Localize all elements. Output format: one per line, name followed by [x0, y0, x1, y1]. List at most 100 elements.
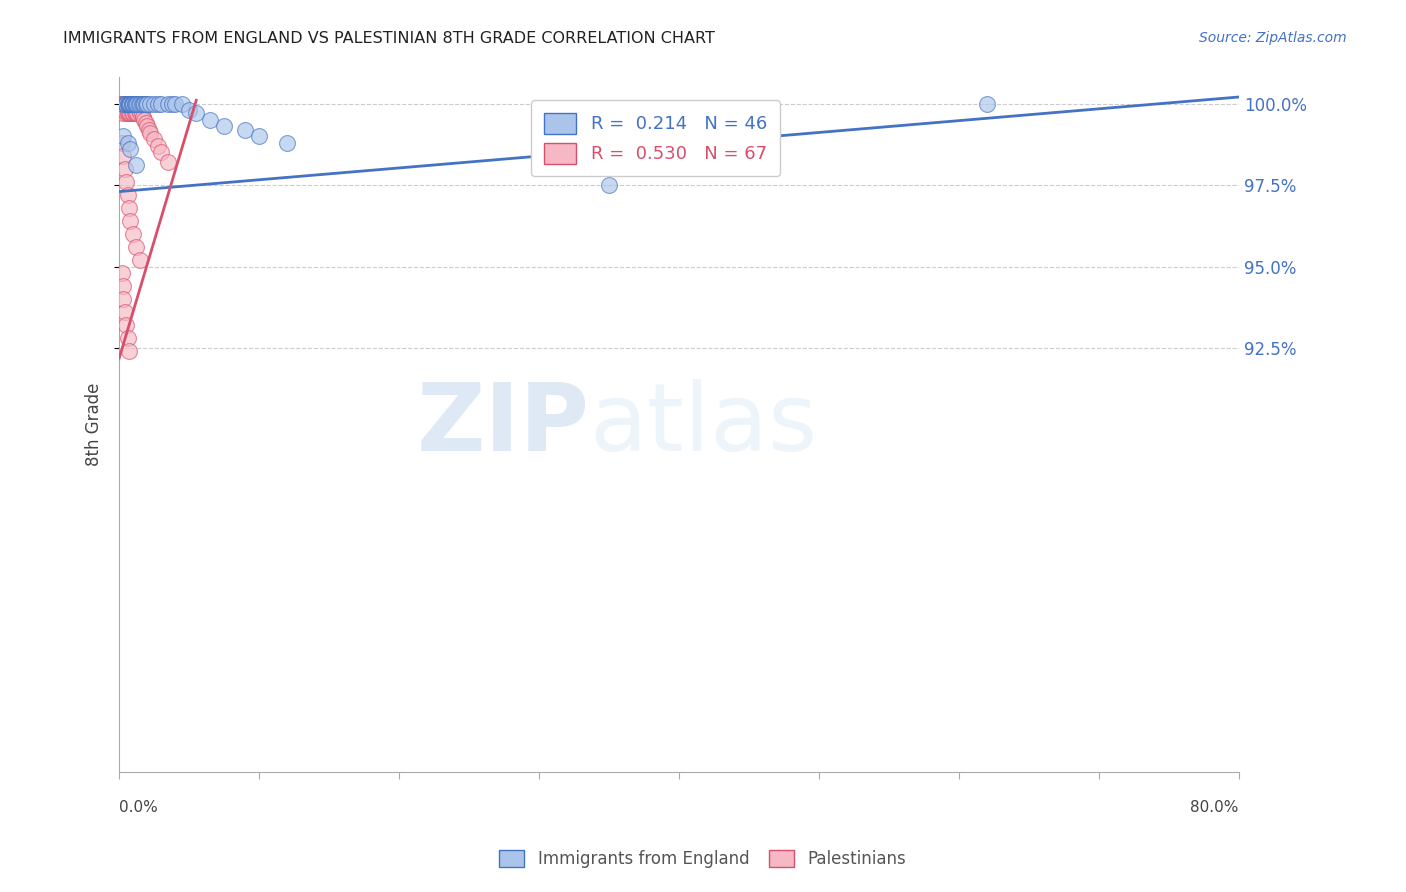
Point [115, 106, 138, 120]
Point [110, 100, 132, 114]
Point [117, 96, 139, 111]
Point [157, 96, 180, 111]
Point [148, 139, 170, 153]
Point [111, 136, 134, 150]
Point [143, 132, 166, 146]
Point [131, 106, 153, 120]
Point [122, 106, 145, 120]
Point [139, 126, 162, 140]
Point [125, 159, 148, 173]
Point [122, 96, 145, 111]
Point [135, 116, 157, 130]
Point [111, 266, 134, 280]
Point [148, 96, 170, 111]
Point [139, 96, 162, 111]
Text: atlas: atlas [589, 379, 818, 471]
Point [125, 106, 148, 120]
Point [115, 96, 138, 111]
Point [598, 178, 620, 192]
Point [135, 96, 157, 111]
Point [110, 96, 132, 111]
Point [115, 100, 138, 114]
Point [112, 103, 135, 117]
Point [114, 161, 136, 176]
Text: Source: ZipAtlas.com: Source: ZipAtlas.com [1199, 31, 1347, 45]
Point [120, 214, 142, 228]
Point [127, 106, 149, 120]
Point [115, 103, 138, 117]
Point [122, 96, 145, 111]
Point [112, 96, 135, 111]
Point [233, 122, 256, 136]
Point [125, 240, 148, 254]
Point [121, 100, 143, 114]
Text: IMMIGRANTS FROM ENGLAND VS PALESTINIAN 8TH GRADE CORRELATION CHART: IMMIGRANTS FROM ENGLAND VS PALESTINIAN 8… [63, 31, 716, 46]
Point [112, 129, 135, 144]
Point [247, 129, 270, 144]
Point [162, 96, 184, 111]
Point [134, 112, 156, 127]
Point [117, 136, 139, 150]
Point [128, 96, 150, 111]
Point [120, 96, 142, 111]
Point [129, 106, 152, 120]
Y-axis label: 8th Grade: 8th Grade [86, 383, 103, 467]
Point [121, 96, 143, 111]
Text: 80.0%: 80.0% [1191, 800, 1239, 815]
Point [124, 106, 146, 120]
Point [114, 96, 136, 111]
Point [121, 106, 143, 120]
Point [112, 292, 135, 306]
Point [118, 96, 141, 111]
Point [131, 96, 153, 111]
Point [186, 106, 208, 120]
Point [276, 136, 298, 150]
Text: 0.0%: 0.0% [120, 800, 157, 815]
Point [136, 120, 159, 134]
Point [120, 106, 142, 120]
Point [124, 96, 146, 111]
Point [118, 96, 141, 111]
Point [120, 100, 142, 114]
Legend: Immigrants from England, Palestinians: Immigrants from England, Palestinians [494, 843, 912, 875]
Point [111, 96, 134, 111]
Point [165, 96, 187, 111]
Point [125, 100, 148, 114]
Point [976, 96, 998, 111]
Point [115, 96, 138, 111]
Point [127, 100, 149, 114]
Point [112, 149, 135, 163]
Point [128, 103, 150, 117]
Point [120, 142, 142, 156]
Point [122, 227, 145, 241]
Point [118, 344, 141, 359]
Point [136, 96, 159, 111]
Point [118, 106, 141, 120]
Point [117, 106, 139, 120]
Point [117, 187, 139, 202]
Point [117, 331, 139, 345]
Point [121, 96, 143, 111]
Point [138, 122, 160, 136]
Point [127, 96, 149, 111]
Point [115, 175, 138, 189]
Point [150, 145, 173, 160]
Point [143, 96, 166, 111]
Point [134, 96, 156, 111]
Point [117, 96, 139, 111]
Point [114, 103, 136, 117]
Point [118, 100, 141, 114]
Point [120, 96, 142, 111]
Text: ZIP: ZIP [416, 379, 589, 471]
Point [114, 305, 136, 319]
Point [122, 100, 145, 114]
Point [115, 96, 138, 111]
Point [125, 96, 148, 111]
Point [200, 112, 222, 127]
Point [212, 120, 235, 134]
Point [112, 279, 135, 293]
Point [124, 96, 146, 111]
Point [129, 253, 152, 268]
Point [117, 100, 139, 114]
Point [120, 96, 142, 111]
